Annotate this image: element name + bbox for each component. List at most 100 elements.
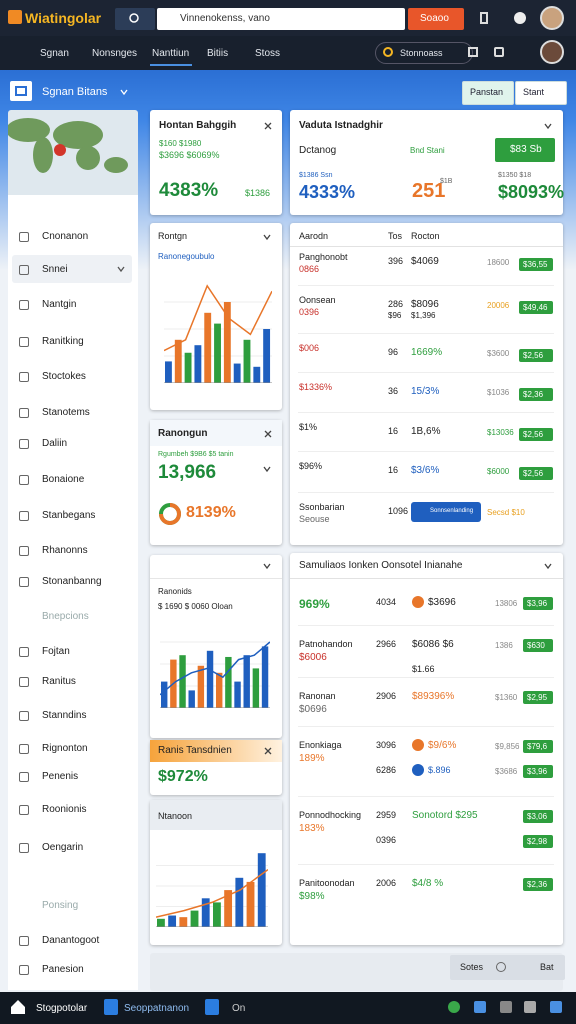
sidebar-item[interactable]: Fojtan xyxy=(42,646,70,657)
table-header-rule xyxy=(290,246,563,247)
row-amount: $4/8 % xyxy=(412,878,444,889)
search-button[interactable] xyxy=(408,8,464,30)
bar-chart xyxy=(164,284,272,383)
toolbar-button-label: Panstan xyxy=(470,87,504,97)
taskbar-item[interactable]: Seoppatnanon xyxy=(124,1003,190,1014)
toolbar-button-label: Stant xyxy=(523,87,545,97)
sidebar-item[interactable]: Snnei xyxy=(42,264,68,275)
row-qty: 16 xyxy=(388,465,399,475)
taskbar-item[interactable]: On xyxy=(232,1003,246,1014)
sidebar-item[interactable]: Daliin xyxy=(42,438,68,449)
row-rule xyxy=(298,451,554,452)
row-amount: $1.66 xyxy=(412,664,435,674)
row-qty: $96 xyxy=(388,311,402,320)
nav-item[interactable]: Bitiis xyxy=(207,48,229,59)
sidebar-item[interactable]: Penenis xyxy=(42,771,79,782)
pill-icon xyxy=(383,47,393,57)
sidebar-item[interactable]: Ranitking xyxy=(42,336,84,347)
bar xyxy=(206,650,214,708)
bar xyxy=(216,672,223,708)
map-marker xyxy=(54,144,66,156)
row-amount: $8096 xyxy=(411,299,439,310)
nav-item[interactable]: Nonsnges xyxy=(92,48,138,59)
row-qty: 2006 xyxy=(376,878,397,888)
nav-item[interactable]: Nanttiun xyxy=(152,48,190,59)
badge xyxy=(523,765,553,778)
toolbar-button[interactable] xyxy=(462,81,514,105)
row-qty: 1096 xyxy=(388,506,409,516)
sidebar-icon xyxy=(19,337,29,347)
bar xyxy=(257,853,266,927)
summary-percent: 8139% xyxy=(186,504,236,521)
logo-icon xyxy=(8,10,22,24)
bar xyxy=(174,339,182,383)
overview-button[interactable] xyxy=(495,138,555,162)
badge xyxy=(523,835,553,848)
badge-label: $2,95 xyxy=(527,693,548,702)
toolbar-button[interactable] xyxy=(515,81,567,105)
sidebar-icon xyxy=(19,772,29,782)
sidebar-item[interactable]: Stoctokes xyxy=(42,371,86,382)
bar xyxy=(184,352,192,383)
row-qty: 2906 xyxy=(376,691,397,701)
row-rule xyxy=(298,625,554,626)
row-qty: 396 xyxy=(388,256,404,266)
sidebar-item[interactable]: Danantogoot xyxy=(42,935,100,946)
row-name: $1% xyxy=(299,422,318,432)
search-box[interactable] xyxy=(157,8,405,30)
toolbar-title[interactable]: Sgnan Bitans xyxy=(42,86,108,98)
continent xyxy=(76,146,100,170)
chevron xyxy=(544,563,552,570)
card-sub: $160 $1980 xyxy=(159,139,202,148)
card-sub: $ 1690 $ 0060 Oloan xyxy=(158,602,233,611)
sidebar-item[interactable]: Rignonton xyxy=(42,743,88,754)
bar xyxy=(213,902,221,927)
sidebar xyxy=(8,195,138,990)
avatar xyxy=(540,6,564,30)
sidebar-item[interactable]: Roonionis xyxy=(42,804,87,815)
sidebar-item[interactable]: Ranitus xyxy=(42,676,76,687)
row-note: $3686 xyxy=(495,767,518,776)
pager[interactable] xyxy=(450,955,565,980)
row-button[interactable] xyxy=(411,502,481,522)
donut xyxy=(159,503,181,525)
sidebar-item[interactable]: Stanotems xyxy=(42,407,90,418)
bar xyxy=(243,339,251,383)
row-qty: 2966 xyxy=(376,639,397,649)
lens xyxy=(129,13,139,23)
row-rule xyxy=(298,796,554,797)
chevron xyxy=(120,89,128,96)
close xyxy=(264,430,272,438)
sidebar-item[interactable]: Rhanonns xyxy=(42,545,88,556)
row-note: 18600 xyxy=(487,258,510,267)
search-button-label: Soaoo xyxy=(420,13,449,24)
nav-pill[interactable] xyxy=(375,42,473,64)
sidebar-item[interactable]: Panesion xyxy=(42,964,84,975)
sidebar-item[interactable]: Stonanbanng xyxy=(42,576,102,587)
sidebar-item[interactable]: Nantgin xyxy=(42,299,77,310)
badge xyxy=(519,388,553,401)
row-qty: 3096 xyxy=(376,740,397,750)
sidebar-item[interactable]: Bnepcions xyxy=(42,611,89,622)
sidebar-item[interactable]: Cnonanon xyxy=(42,231,89,242)
close xyxy=(264,747,272,755)
badge-label: $630 xyxy=(527,641,545,650)
row-amount: $1,396 xyxy=(411,311,436,320)
sidebar-item[interactable]: Bonaione xyxy=(42,474,85,485)
close xyxy=(264,122,272,130)
sidebar-item[interactable]: Stanndins xyxy=(42,710,87,721)
card-title: Ranongun xyxy=(158,428,208,439)
nav-item[interactable]: Stoss xyxy=(255,48,281,59)
sidebar-icon xyxy=(19,546,29,556)
row-amount: 1B,6% xyxy=(411,426,441,437)
bar xyxy=(252,668,260,708)
sidebar-item[interactable]: Oengarin xyxy=(42,842,84,853)
taskbar-item[interactable]: Stogpotolar xyxy=(36,1003,88,1014)
sidebar-item[interactable]: Ponsing xyxy=(42,900,79,911)
tray-icon xyxy=(500,1001,512,1013)
card-sub: $1350 $18 xyxy=(498,172,532,179)
sidebar-item[interactable]: Stanbegans xyxy=(42,510,96,521)
bar xyxy=(188,690,195,708)
bar xyxy=(165,361,172,383)
nav-item[interactable]: Sgnan xyxy=(40,48,69,59)
